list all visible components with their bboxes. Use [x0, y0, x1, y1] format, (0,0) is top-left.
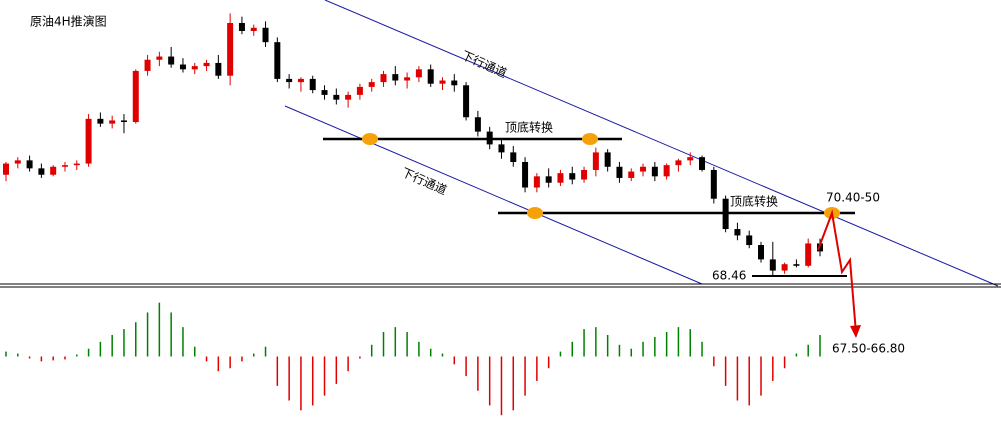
- candle-body: [474, 117, 481, 132]
- flip-label: 顶底转换: [505, 120, 553, 135]
- candle-body: [286, 78, 293, 83]
- candle-body: [191, 66, 198, 70]
- candle-body: [61, 165, 68, 167]
- pivot-dot: [527, 207, 543, 219]
- candle-body: [274, 42, 281, 79]
- pivot-dot: [362, 133, 378, 145]
- candle-body: [592, 152, 599, 170]
- candle-body: [651, 166, 658, 177]
- candle-body: [675, 160, 682, 166]
- candle-body: [368, 82, 375, 87]
- candle-body: [793, 264, 800, 266]
- candle-body: [156, 56, 163, 60]
- candle-body: [581, 169, 588, 180]
- candle-body: [533, 176, 540, 188]
- candle-body: [604, 152, 611, 167]
- candle-body: [26, 160, 33, 169]
- candle-body: [144, 59, 151, 71]
- candle-body: [297, 78, 304, 83]
- candle-body: [522, 161, 529, 188]
- candle-body: [451, 80, 458, 86]
- target-label: 67.50-66.80: [832, 342, 905, 356]
- candle-body: [427, 69, 434, 84]
- candle-body: [699, 157, 706, 170]
- candle-body: [415, 69, 422, 78]
- candle-body: [687, 157, 694, 161]
- resistance-label: 70.40-50: [826, 191, 880, 205]
- candle-body: [710, 169, 717, 199]
- candle-body: [73, 163, 80, 166]
- candle-body: [345, 94, 352, 100]
- candle-body: [404, 77, 411, 81]
- candle-body: [227, 23, 234, 76]
- candle-body: [510, 152, 517, 162]
- projection-arrow: [817, 209, 857, 334]
- candle-body: [769, 259, 776, 271]
- candle-body: [356, 86, 363, 95]
- candle-body: [3, 163, 9, 175]
- candle-body: [168, 56, 175, 65]
- candle-body: [805, 243, 812, 266]
- candle-body: [557, 173, 564, 183]
- candle-body: [203, 62, 210, 67]
- channel-upper-line: [324, 0, 999, 287]
- low-label: 68.46: [712, 269, 746, 283]
- candle-body: [628, 171, 635, 178]
- candle-body: [569, 173, 576, 180]
- candle-body: [38, 168, 45, 175]
- flip-label: 顶底转换: [730, 194, 778, 209]
- candle-body: [215, 62, 222, 76]
- candle-body: [640, 166, 647, 172]
- channel-lower-line: [284, 105, 703, 285]
- candle-body: [439, 80, 446, 84]
- candle-body: [85, 118, 92, 164]
- arrow-head: [850, 325, 861, 338]
- candle-body: [97, 118, 104, 124]
- candle-body: [321, 90, 328, 95]
- candle-body: [14, 160, 21, 164]
- chart-title: 原油4H推演图: [30, 14, 107, 29]
- candle-body: [498, 144, 505, 153]
- candle-body: [132, 70, 139, 123]
- candle-body: [746, 235, 753, 246]
- candle-body: [50, 166, 57, 175]
- candle-body: [262, 27, 269, 43]
- candle-body: [333, 94, 340, 100]
- pivot-dot: [582, 133, 598, 145]
- candle-body: [463, 85, 470, 118]
- candle-body: [392, 74, 399, 81]
- candle-body: [486, 131, 493, 145]
- candle-body: [545, 176, 552, 183]
- candle-body: [663, 165, 670, 177]
- candle-body: [380, 74, 387, 83]
- candle-body: [734, 229, 741, 236]
- candle-body: [179, 64, 186, 70]
- candle-body: [120, 120, 127, 123]
- candle-body: [250, 27, 257, 31]
- candle-body: [781, 264, 788, 271]
- candle-body: [309, 78, 316, 91]
- candle-body: [616, 166, 623, 178]
- candle-body: [722, 198, 729, 230]
- candle-body: [238, 23, 245, 31]
- candle-body: [109, 120, 116, 124]
- candle-body: [758, 245, 765, 260]
